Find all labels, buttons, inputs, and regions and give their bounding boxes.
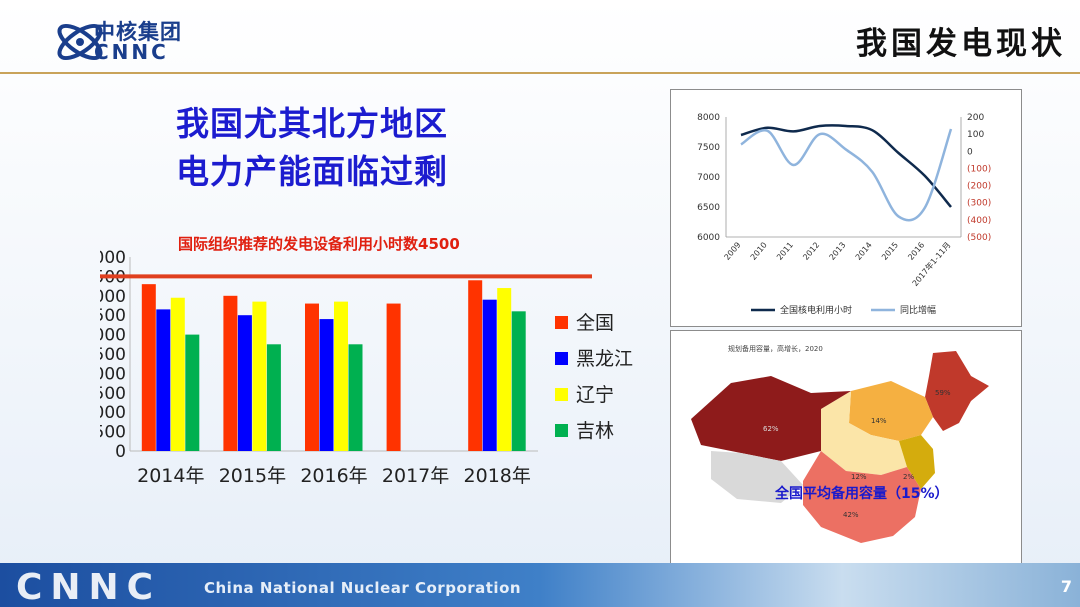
legend-swatch [555,316,568,329]
bar-3-2 [252,301,267,451]
bar-2-3 [319,319,334,451]
footer-org-name: China National Nuclear Corporation [204,579,522,597]
y-tick-label: 0 [115,442,126,462]
map-label-west: 62% [763,425,779,433]
map-label-central: 12% [851,473,867,481]
bar-3-5 [497,288,512,451]
map-region-west [691,376,851,461]
legend-swatch [555,424,568,437]
left-tick-label: 8000 [697,113,720,123]
y-tick-label: 5000 [100,248,126,268]
legend-label: 吉林 [576,420,614,442]
x-tick-label: 2016 [906,241,926,262]
x-tick-label: 2015年 [219,465,286,487]
map-region-northeast [925,351,989,431]
bar-4-5 [511,311,526,451]
map-region-east [899,435,935,489]
bar-1-1 [141,284,156,451]
y-tick-label: 3500 [100,306,126,326]
legend-label: 黑龙江 [576,348,633,370]
x-tick-label: 2010 [749,241,769,262]
series-line-2 [740,128,953,222]
map-region-central-north [821,391,907,475]
x-tick-label: 2017年 [382,465,449,487]
y-tick-label: 2500 [100,345,126,365]
headline-line-1: 我国尤其北方地区 [176,104,448,143]
bar-1-5 [468,280,483,451]
line-legend-label: 全国核电利用小时 [780,304,852,316]
y-tick-label: 1500 [100,384,126,404]
left-tick-label: 7000 [697,173,720,183]
bar-1-3 [305,303,319,451]
logo-english-text: CNNC [94,40,169,64]
x-tick-label: 2015 [880,241,900,262]
bar-2-2 [237,315,252,451]
bar-4-1 [185,334,200,451]
map-label-south: 42% [843,511,859,519]
legend-swatch [555,388,568,401]
logo-chinese-text: 中核集团 [94,20,182,44]
left-tick-label: 6000 [697,233,720,243]
map-region-southwest [711,451,803,503]
legend-swatch [555,352,568,365]
left-tick-label: 7500 [697,143,720,153]
x-tick-label: 2016年 [300,465,367,487]
bar-2-5 [482,299,497,451]
slide-title: 我国发电现状 [856,26,1066,62]
y-tick-label: 3000 [100,326,126,346]
reserve-capacity-map-panel: 规划备用容量，高增长，2020 59% 14% 62% 12% 2% 42% 全… [670,330,1022,564]
footer-banner: CNNC China National Nuclear Corporation … [0,563,1080,607]
x-tick-label: 2013 [828,241,848,262]
headline-line-2: 电力产能面临过剩 [176,152,448,191]
right-tick-label: (500) [967,233,991,243]
headline: 我国尤其北方地区 电力产能面临过剩 [176,100,448,196]
cnnc-logo-icon [57,23,103,61]
x-tick-label: 2012 [801,241,821,262]
map-region-north [849,381,933,441]
page-number: 7 [1060,577,1072,596]
x-tick-label: 2014年 [137,465,204,487]
y-tick-label: 2000 [100,364,126,384]
bar-3-3 [334,301,348,451]
y-tick-label: 500 [100,423,126,443]
y-tick-label: 4000 [100,287,126,307]
national-average-reserve-label: 全国平均备用容量（15%） [775,486,949,502]
footer-brand: CNNC [16,567,162,607]
legend-label: 全国 [576,312,614,334]
bar-4-2 [266,344,281,451]
right-tick-label: 0 [967,147,973,157]
right-tick-label: (100) [967,164,991,174]
map-caption: 规划备用容量，高增长，2020 [728,345,823,353]
right-tick-label: (400) [967,216,991,226]
x-tick-label: 2018年 [464,465,531,487]
x-tick-label: 2011 [775,241,795,262]
right-tick-label: (300) [967,199,991,209]
x-tick-label: 2009 [723,241,743,262]
nuclear-hours-line-chart: 8000 7500 7000 6500 6000 200 100 0 (100) (200) (30… [697,113,991,316]
bar-2-1 [156,309,171,451]
reference-line-label: 国际组织推荐的发电设备利用小时数4500 [178,235,460,253]
map-label-east: 2% [903,473,914,481]
x-tick-label: 2014 [854,241,874,262]
right-tick-label: 100 [967,130,984,140]
map-label-northeast: 59% [935,389,951,397]
map-region-central [803,451,921,543]
nuclear-hours-line-chart-panel: 8000 7500 7000 6500 6000 200 100 0 (100) (200) (30… [670,89,1022,327]
map-label-north: 14% [871,417,887,425]
bar-4-3 [348,344,363,451]
left-tick-label: 6500 [697,203,720,213]
line-legend-label: 同比增幅 [900,304,936,316]
bar-1-2 [223,295,238,451]
right-tick-label: (200) [967,182,991,192]
legend-label: 辽宁 [576,384,614,406]
header-divider [0,72,1080,74]
series-line-1 [740,124,952,208]
right-tick-label: 200 [967,113,984,123]
bar-1-4 [386,303,401,451]
bar-3-1 [170,297,185,451]
china-reserve-capacity-map: 59% 14% 62% 12% 2% 42% [691,351,989,543]
utilization-hours-bar-chart: 0500100015002000250030003500400045005000… [100,235,633,487]
